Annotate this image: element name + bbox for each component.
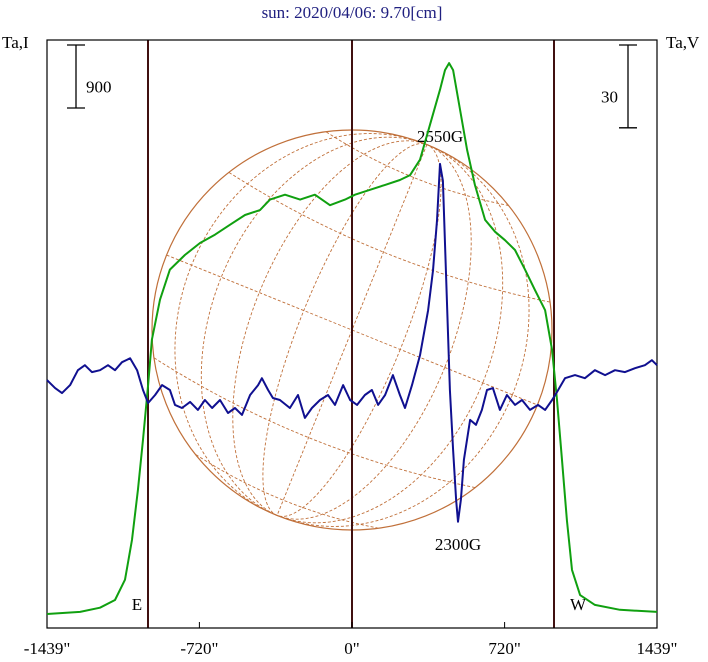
x-tick-label: -1439" [24, 639, 71, 658]
chart-title: sun: 2020/04/06: 9.70[cm] [262, 3, 443, 22]
annotation: 2300G [435, 535, 481, 554]
x-tick-label: 720" [488, 639, 520, 658]
series-line [46, 162, 658, 523]
scale-bar-label: 900 [86, 77, 112, 96]
annotation: E [132, 595, 142, 614]
series-line [46, 62, 658, 615]
y2-axis-label: Ta,V [666, 33, 700, 52]
x-tick-label: 0" [344, 639, 359, 658]
y-axis-label: Ta,I [2, 33, 29, 52]
scale-bar-label: 30 [601, 87, 618, 106]
x-tick-label: -720" [180, 639, 218, 658]
x-tick-label: 1439" [637, 639, 678, 658]
annotation: W [570, 595, 587, 614]
